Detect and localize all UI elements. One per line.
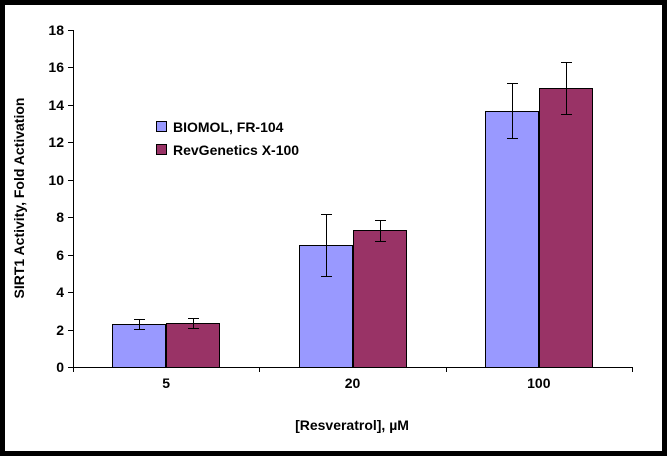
y-axis-tick xyxy=(68,254,73,256)
legend-label-biomol: BIOMOL, FR-104 xyxy=(173,118,284,135)
legend-swatch-biomol xyxy=(156,121,167,132)
error-bar-cap-bottom-series1-cat2 xyxy=(561,114,572,116)
y-tick-label: 0 xyxy=(56,359,64,375)
y-axis-tick xyxy=(68,104,73,106)
error-bar-cap-bottom-series0-cat2 xyxy=(507,137,518,139)
error-bar-cap-bottom-series1-cat0 xyxy=(188,327,199,329)
y-tick-label: 14 xyxy=(48,96,64,113)
error-bar-line-series1-cat1 xyxy=(380,220,381,241)
error-bar-cap-top-series0-cat1 xyxy=(321,214,332,216)
y-axis-title: SIRT1 Activity, Fold Activation xyxy=(11,97,27,299)
x-axis-tick xyxy=(632,367,633,372)
x-tick-label-20: 20 xyxy=(344,375,361,391)
y-tick-label: 2 xyxy=(56,321,64,338)
error-bar-cap-top-series0-cat0 xyxy=(134,319,145,321)
error-bar-cap-top-series1-cat2 xyxy=(561,61,572,63)
x-axis-tick xyxy=(259,367,260,372)
x-tick-label-5: 5 xyxy=(162,375,171,391)
y-axis-tick xyxy=(68,217,73,219)
x-axis-tick xyxy=(446,367,447,372)
y-tick-label: 12 xyxy=(48,134,64,151)
y-axis-tick xyxy=(68,179,73,181)
bar-series0-cat0 xyxy=(112,323,167,368)
y-axis-tick xyxy=(68,292,73,294)
error-bar-cap-top-series1-cat0 xyxy=(188,318,199,320)
y-tick-label: 18 xyxy=(48,22,64,38)
legend-item-biomol: BIOMOL, FR-104 xyxy=(156,115,299,138)
y-axis-tick xyxy=(68,367,73,368)
y-axis-tick xyxy=(68,67,73,69)
x-axis-title: [Resveratrol], µM xyxy=(295,417,409,433)
error-bar-line-series0-cat2 xyxy=(512,83,513,138)
error-bar-line-series0-cat1 xyxy=(326,214,327,277)
x-tick-label-100: 100 xyxy=(527,375,551,391)
error-bar-cap-bottom-series1-cat1 xyxy=(375,240,386,242)
y-tick-label: 4 xyxy=(56,284,64,301)
y-tick-label: 10 xyxy=(48,171,64,188)
error-bar-cap-bottom-series0-cat1 xyxy=(321,276,332,278)
error-bar-line-series1-cat2 xyxy=(566,61,567,115)
legend-label-revgenetics: RevGenetics X-100 xyxy=(173,141,300,158)
y-tick-label: 16 xyxy=(48,59,64,76)
error-bar-line-series0-cat0 xyxy=(139,319,140,329)
bar-series0-cat2 xyxy=(484,110,539,368)
legend-item-revgenetics: RevGenetics X-100 xyxy=(156,138,299,161)
legend-swatch-revgenetics xyxy=(156,144,167,155)
bar-series0-cat1 xyxy=(298,245,353,368)
legend: BIOMOL, FR-104 RevGenetics X-100 xyxy=(156,115,299,161)
bar-series1-cat1 xyxy=(352,230,407,368)
error-bar-cap-bottom-series0-cat0 xyxy=(134,328,145,330)
error-bar-cap-top-series1-cat1 xyxy=(375,220,386,222)
bar-series1-cat0 xyxy=(166,323,221,368)
y-axis-tick xyxy=(68,329,73,331)
y-axis-tick xyxy=(68,142,73,144)
y-tick-label: 6 xyxy=(56,246,64,263)
error-bar-cap-top-series0-cat2 xyxy=(507,83,518,85)
y-axis-line xyxy=(73,30,74,367)
x-axis-tick xyxy=(73,367,74,372)
y-axis-tick xyxy=(68,30,73,31)
y-tick-label: 8 xyxy=(56,209,64,226)
error-bar-line-series1-cat0 xyxy=(193,318,194,328)
bar-series1-cat2 xyxy=(538,88,593,368)
